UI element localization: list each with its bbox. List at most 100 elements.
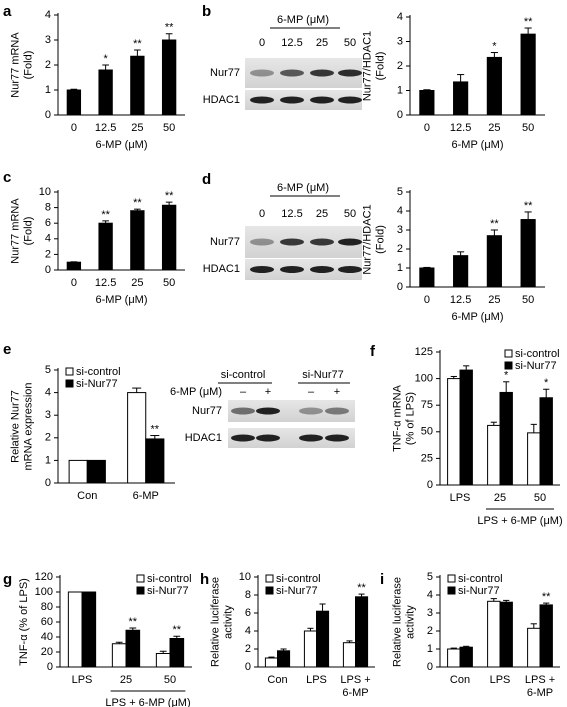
- legend-swatch: [447, 574, 456, 583]
- legend-label: si-Nur77: [147, 585, 189, 597]
- blot-header: 6-MP (μM): [277, 14, 329, 26]
- bar: [355, 596, 369, 668]
- bar: [98, 222, 113, 271]
- bar: [81, 591, 97, 668]
- y-tick-label: 20: [41, 646, 53, 658]
- blot-band: [256, 434, 280, 442]
- y-tick-label: 0: [245, 661, 251, 673]
- blot-band: [338, 96, 362, 104]
- panel-label: d: [202, 171, 211, 188]
- panel-label: f: [370, 343, 376, 360]
- y-tick-label: 125: [415, 346, 433, 358]
- x-tick-label: 12.5: [95, 277, 116, 289]
- bar: [111, 643, 127, 668]
- legend-label: si-control: [147, 573, 192, 585]
- blot-band: [338, 238, 362, 246]
- y-tick-label: 0: [397, 109, 403, 121]
- blot-band: [256, 407, 280, 415]
- y-axis-label: TNF-α mRNA(% of LPS): [391, 384, 416, 452]
- legend-swatch: [504, 361, 513, 370]
- y-tick-label: 4: [397, 11, 403, 23]
- x-tick-label: 50: [163, 122, 175, 134]
- group-label: si-Nur77: [302, 369, 344, 381]
- bar: [527, 432, 541, 486]
- y-tick-label: 10: [39, 186, 51, 198]
- x-tick-label: LPS: [72, 674, 93, 686]
- significance-label: **: [542, 591, 551, 603]
- row-label: HDAC1: [203, 263, 240, 275]
- x-axis-label: 6-MP (μM): [452, 139, 504, 151]
- y-tick-label: 0: [427, 661, 433, 673]
- bar: [264, 657, 279, 668]
- panel-label: b: [202, 3, 211, 20]
- lane-label: –: [308, 386, 315, 398]
- y-tick-label: 4: [245, 625, 251, 637]
- bar: [447, 378, 461, 486]
- x-tick-label: LPS +6-MP: [340, 674, 370, 699]
- x-axis-label: LPS + 6-MP (μM): [477, 515, 562, 527]
- y-tick-label: 60: [41, 616, 53, 628]
- x-tick-label: 50: [522, 294, 534, 306]
- x-tick-label: 25: [488, 294, 500, 306]
- y-tick-label: 100: [35, 586, 53, 598]
- panel-label: i: [380, 571, 384, 588]
- significance-label: **: [490, 218, 499, 230]
- bar: [520, 33, 536, 116]
- y-tick-label: 1: [397, 262, 403, 274]
- bar: [127, 392, 147, 484]
- x-tick-label: 0: [71, 277, 77, 289]
- panel-label: a: [3, 3, 12, 20]
- bar: [161, 39, 177, 116]
- row-label: HDAC1: [185, 432, 222, 444]
- x-tick-label: 25: [131, 122, 143, 134]
- blot-band: [231, 407, 255, 415]
- significance-label: **: [165, 190, 174, 202]
- y-tick-label: 4: [427, 589, 433, 601]
- blot-band: [338, 266, 362, 273]
- significance-label: *: [544, 377, 549, 389]
- y-axis-label: Relative luciferaseactivity: [209, 577, 234, 667]
- x-tick-label: LPS: [490, 674, 511, 686]
- lane-label: 0: [259, 208, 265, 220]
- bar: [419, 267, 435, 288]
- y-axis-label: Nur77/HDAC1(Fold): [361, 31, 386, 101]
- y-tick-label: 6: [245, 607, 251, 619]
- bar: [453, 255, 469, 288]
- bar: [67, 591, 83, 668]
- blot-band: [310, 96, 334, 104]
- bar: [125, 629, 141, 668]
- legend-label: si-Nur77: [76, 378, 118, 390]
- blot-band: [299, 434, 323, 442]
- panel-label: c: [3, 169, 11, 186]
- significance-label: **: [133, 197, 142, 209]
- y-tick-label: 0: [47, 661, 53, 673]
- x-tick-label: 25: [120, 674, 132, 686]
- y-tick-label: 2: [397, 243, 403, 255]
- bar: [486, 56, 502, 116]
- blot-band: [231, 434, 255, 442]
- x-tick-label: 50: [164, 674, 176, 686]
- y-axis-label: Relative Nur77mRNA expression: [9, 382, 34, 470]
- y-tick-label: 0: [45, 264, 51, 276]
- x-axis-label: 6-MP (μM): [452, 311, 504, 323]
- bar: [66, 89, 82, 116]
- blot-band: [310, 69, 334, 77]
- significance-label: **: [101, 209, 110, 221]
- y-tick-label: 3: [397, 224, 403, 236]
- y-tick-label: 25: [421, 452, 433, 464]
- y-tick-label: 2: [245, 643, 251, 655]
- bar: [68, 459, 88, 484]
- y-tick-label: 3: [45, 34, 51, 46]
- significance-label: **: [165, 22, 174, 34]
- blot-band: [310, 266, 334, 273]
- y-tick-label: 1: [45, 84, 51, 96]
- x-tick-label: 12.5: [95, 122, 116, 134]
- legend-swatch: [136, 574, 145, 583]
- legend-label: si-control: [76, 366, 121, 378]
- bar: [130, 55, 145, 116]
- bar: [316, 610, 330, 668]
- bar: [520, 219, 536, 288]
- y-tick-label: 0: [45, 477, 51, 489]
- legend-label: si-control: [276, 573, 321, 585]
